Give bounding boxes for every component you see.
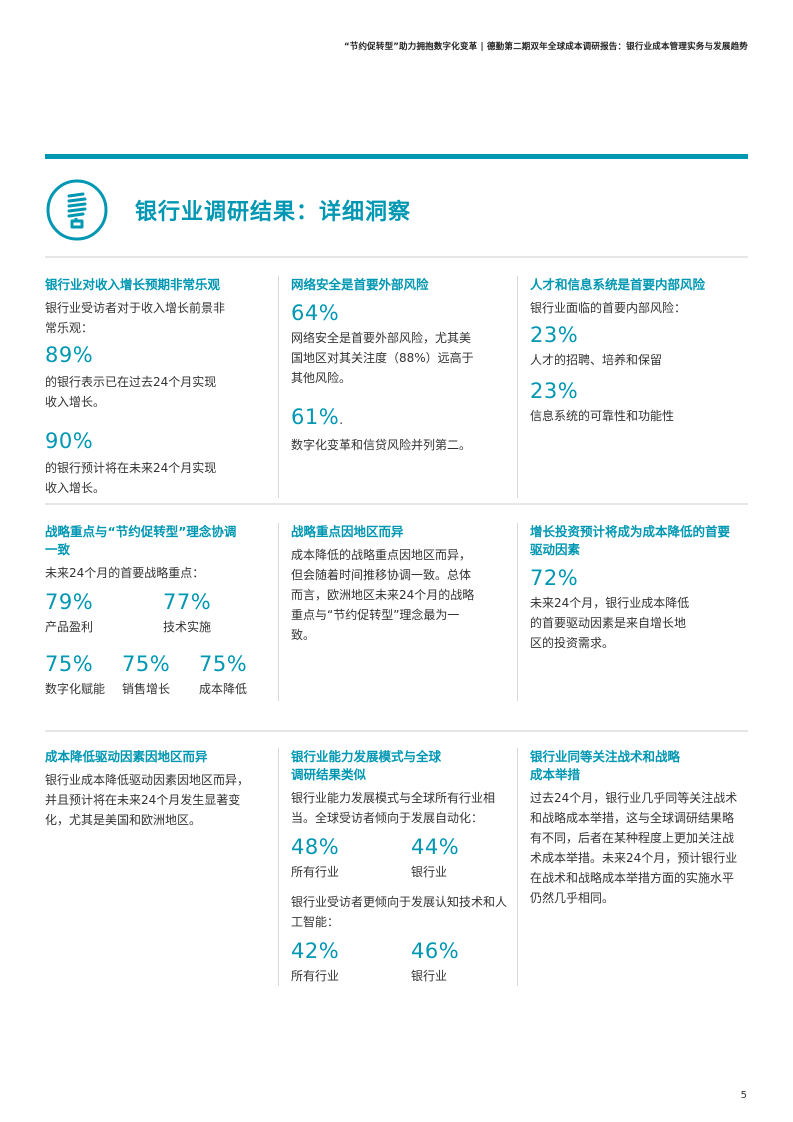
stat-label: 数字化赋能 [45,682,106,696]
section-heading: 战略重点与“节约促转型”理念协调一致 [45,524,237,557]
stat-label: 的银行表示已在过去24个月实现收入增长。 [45,375,217,409]
row-divider [45,256,748,258]
section-intro: 银行业面临的首要内部风险： [530,301,687,315]
stat-value: 90% [45,429,94,453]
stats-row: 75% 数字化赋能 75% 销售增长 75% 成本降低 [45,645,268,699]
section-cyber-risk: 网络安全是首要外部风险 64% 网络安全是首要外部风险，尤其美国地区对其关注度（… [278,276,518,498]
section-intro: 未来24个月的首要战略重点： [45,566,205,580]
findings-row-3: 成本降低驱动因素因地区而异 银行业成本降低驱动因素因地区而异，并且预计将在未来2… [45,748,748,986]
section-internal-risk: 人才和信息系统是首要内部风险 银行业面临的首要内部风险： 23% 人才的招聘、培… [518,276,748,498]
stat-label: 银行业 [411,865,448,879]
stat-label: 技术实施 [163,620,212,634]
stat-value: 79% [45,590,94,614]
title-row: 银行业调研结果：详细洞察 [45,178,411,242]
section-cost-drivers: 成本降低驱动因素因地区而异 银行业成本降低驱动因素因地区而异，并且预计将在未来2… [45,748,278,986]
stat-value: 75% [199,652,248,676]
stat-label: 所有行业 [291,865,340,879]
stat-value: 46% [411,939,460,963]
page-title: 银行业调研结果：详细洞察 [135,200,412,225]
stat-value: 44% [411,835,460,859]
stat: 79% 产品盈利 [45,583,163,637]
section-intro: 银行业能力发展模式与全球所有行业相当。全球受访者倾向于发展自动化： [291,791,496,825]
section-heading: 银行业同等关注战术和战略成本举措 [530,749,681,782]
findings-row-1: 银行业对收入增长预期非常乐观 银行业受访者对于收入增长前景非常乐观： 89% 的… [45,276,748,498]
stat-label: 成本降低 [199,682,248,696]
section-growth-investment: 增长投资预计将成为成本降低的首要驱动因素 72% 未来24个月，银行业成本降低的… [518,523,748,701]
stats-row: 48% 所有行业 44% 银行业 [291,828,507,882]
findings-row-2: 战略重点与“节约促转型”理念协调一致 未来24个月的首要战略重点： 79% 产品… [45,523,748,701]
stat-value: 61%. [291,402,507,435]
section-heading: 银行业对收入增长预期非常乐观 [45,277,221,292]
stat-label: 未来24个月，银行业成本降低的首要驱动因素是来自增长地区的投资需求。 [530,596,690,650]
section-heading: 增长投资预计将成为成本降低的首要驱动因素 [530,524,731,557]
stat-label: 信息系统的可靠性和功能性 [530,409,675,423]
section-regional-priorities: 战略重点因地区而异 成本降低的战略重点因地区而异，但会随着时间推移协调一致。总体… [278,523,518,701]
stat: 42% 所有行业 [291,932,411,986]
running-header: “节约促转型”助力拥抱数字化变革 | 德勤第二期双年全球成本调研报告：银行业成本… [343,42,748,52]
section-body: 过去24个月，银行业几乎同等关注战术和战略成本举措，这与全球调研结果略有不同，后… [530,791,738,905]
stat-label: 的银行预计将在未来24个月实现收入增长。 [45,461,217,495]
stat-label: 人才的招聘、培养和保留 [530,353,663,367]
stat-suffix: . [339,413,344,427]
section-heading: 战略重点因地区而异 [291,524,404,539]
stat: 44% 银行业 [411,828,459,882]
section-body: 银行业成本降低驱动因素因地区而异，并且预计将在未来24个月发生显著变化，尤其是美… [45,773,250,827]
section-strategic-priorities: 战略重点与“节约促转型”理念协调一致 未来24个月的首要战略重点： 79% 产品… [45,523,278,701]
section-intro: 银行业受访者对于收入增长前景非常乐观： [45,301,226,335]
stat-value: 42% [291,939,340,963]
section-heading: 成本降低驱动因素因地区而异 [45,749,208,764]
section-revenue-growth: 银行业对收入增长预期非常乐观 银行业受访者对于收入增长前景非常乐观： 89% 的… [45,276,278,498]
section-heading: 人才和信息系统是首要内部风险 [530,277,706,292]
section-body: 成本降低的战略重点因地区而异，但会随着时间推移协调一致。总体而言，欧洲地区未来2… [291,548,475,642]
section-heading: 网络安全是首要外部风险 [291,277,429,292]
stat-value: 23% [530,379,579,403]
section-intro-2: 银行业受访者更倾向于发展认知技术和人工智能： [291,895,508,929]
top-rule [45,154,748,159]
stat-value: 75% [122,652,171,676]
section-tactical-strategic: 银行业同等关注战术和战略成本举措 过去24个月，银行业几乎同等关注战术和战略成本… [518,748,748,986]
stat-value: 23% [530,323,579,347]
stat-value: 75% [45,652,94,676]
stat-label: 销售增长 [122,682,171,696]
stat: 75% 数字化赋能 [45,645,122,699]
stat-number: 61% [291,405,340,429]
stat-value: 48% [291,835,340,859]
row-divider [45,730,748,732]
light-bulb-icon [46,179,108,241]
stat-label: 产品盈利 [45,620,94,634]
stat-label: 银行业 [411,969,448,983]
stat: 48% 所有行业 [291,828,411,882]
page-number: 5 [740,1090,747,1101]
stat-label: 数字化变革和信贷风险并列第二。 [291,438,472,452]
stats-row: 42% 所有行业 46% 银行业 [291,932,507,986]
stat: 75% 销售增长 [122,645,199,699]
stat: 77% 技术实施 [163,583,211,637]
section-capability-development: 银行业能力发展模式与全球调研结果类似 银行业能力发展模式与全球所有行业相当。全球… [278,748,518,986]
stat-value: 77% [163,590,212,614]
stat-label: 所有行业 [291,969,340,983]
stat: 75% 成本降低 [199,645,247,699]
stat-value: 64% [291,301,340,325]
stats-row: 79% 产品盈利 77% 技术实施 [45,583,268,637]
row-divider [45,503,748,505]
stat-value: 89% [45,343,94,367]
stat-label: 网络安全是首要外部风险，尤其美国地区对其关注度（88%）远高于其他风险。 [291,331,474,385]
stat: 46% 银行业 [411,932,459,986]
stat-value: 72% [530,566,579,590]
section-heading: 银行业能力发展模式与全球调研结果类似 [291,749,442,782]
